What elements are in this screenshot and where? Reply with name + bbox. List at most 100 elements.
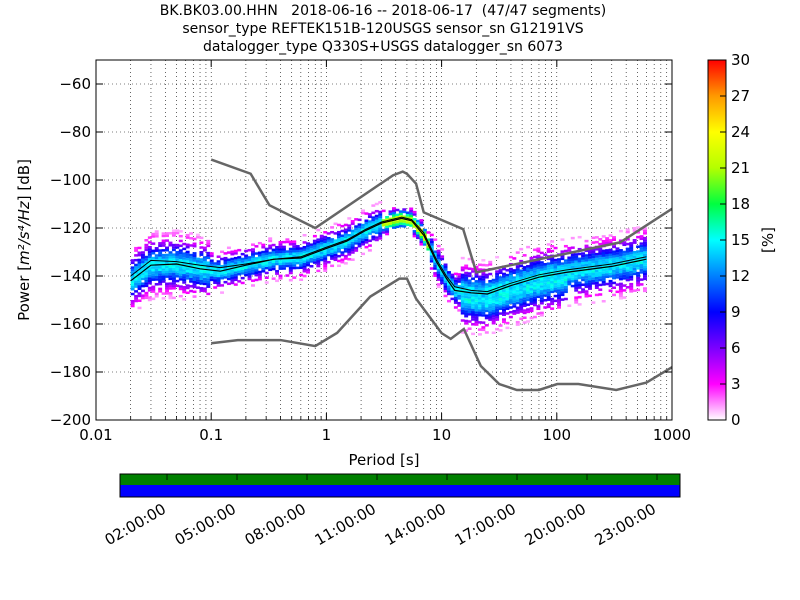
heatmap-cell bbox=[443, 282, 448, 286]
heatmap-cell bbox=[522, 304, 527, 307]
heatmap-cell bbox=[584, 259, 589, 262]
heatmap-cell bbox=[522, 285, 527, 288]
heatmap-cell bbox=[560, 262, 565, 265]
heatmap-cell bbox=[161, 292, 166, 295]
heatmap-cell bbox=[522, 309, 527, 312]
heatmap-cell bbox=[206, 263, 211, 267]
heatmap-cell bbox=[618, 277, 623, 281]
heatmap-cell bbox=[577, 259, 582, 263]
heatmap-cell bbox=[316, 243, 321, 246]
heatmap-cell bbox=[591, 258, 596, 261]
heatmap-cell bbox=[189, 275, 194, 278]
heatmap-cell bbox=[515, 311, 520, 314]
heatmap-cell bbox=[440, 248, 445, 251]
heatmap-cell bbox=[147, 257, 152, 261]
heatmap-cell bbox=[529, 266, 534, 269]
heatmap-cell bbox=[546, 298, 551, 301]
heatmap-cell bbox=[395, 225, 400, 229]
heatmap-cell bbox=[388, 222, 393, 225]
heatmap-cell bbox=[264, 257, 269, 260]
heatmap-cell bbox=[460, 256, 465, 260]
heatmap-cell bbox=[196, 276, 200, 280]
heatmap-cell bbox=[447, 283, 451, 286]
heatmap-cell bbox=[302, 274, 307, 278]
heatmap-cell bbox=[367, 215, 372, 219]
heatmap-cell bbox=[288, 250, 293, 253]
heatmap-cell bbox=[419, 221, 424, 224]
heatmap-cell bbox=[618, 258, 623, 262]
heatmap-cell bbox=[367, 229, 372, 233]
heatmap-cell bbox=[622, 269, 627, 273]
heatmap-cell bbox=[601, 256, 606, 260]
heatmap-cell bbox=[230, 257, 235, 261]
heatmap-cell bbox=[278, 267, 283, 270]
heatmap-cell bbox=[632, 241, 637, 244]
heatmap-cell bbox=[563, 259, 568, 262]
heatmap-cell bbox=[436, 256, 441, 260]
heatmap-cell bbox=[546, 284, 551, 287]
heatmap-cell bbox=[481, 314, 486, 317]
heatmap-cell bbox=[519, 271, 524, 275]
heatmap-cell bbox=[488, 315, 493, 319]
heatmap-cell bbox=[295, 247, 300, 250]
heatmap-cell bbox=[134, 268, 139, 272]
heatmap-cell bbox=[553, 280, 558, 283]
heatmap-cell bbox=[598, 269, 603, 272]
heatmap-cell bbox=[158, 258, 163, 262]
heatmap-cell bbox=[495, 311, 500, 314]
heatmap-cell bbox=[505, 321, 510, 325]
heatmap-cell bbox=[316, 255, 321, 258]
heatmap-cell bbox=[285, 274, 290, 277]
heatmap-cell bbox=[216, 272, 221, 275]
heatmap-cell bbox=[477, 277, 482, 281]
heatmap-cell bbox=[570, 275, 575, 278]
heatmap-cell bbox=[440, 274, 445, 278]
heatmap-cell bbox=[477, 268, 482, 271]
heatmap-cell bbox=[171, 243, 176, 247]
heatmap-cell bbox=[477, 297, 482, 300]
heatmap-cell bbox=[512, 302, 517, 306]
heatmap-cell bbox=[347, 250, 352, 254]
heatmap-cell bbox=[536, 271, 541, 275]
heatmap-cell bbox=[529, 283, 534, 286]
heatmap-cell bbox=[643, 253, 647, 257]
heatmap-cell bbox=[491, 312, 496, 315]
heatmap-cell bbox=[185, 267, 190, 271]
heatmap-cell bbox=[354, 249, 359, 252]
heatmap-cell bbox=[165, 272, 170, 276]
heatmap-cell bbox=[354, 242, 359, 245]
heatmap-cell bbox=[233, 283, 238, 286]
heatmap-cell bbox=[398, 212, 403, 216]
heatmap-cell bbox=[137, 246, 142, 250]
heatmap-cell bbox=[498, 297, 503, 301]
heatmap-cell bbox=[347, 253, 352, 256]
heatmap-cell bbox=[557, 301, 561, 304]
heatmap-cell bbox=[460, 266, 465, 269]
heatmap-cell bbox=[529, 309, 534, 313]
heatmap-cell bbox=[577, 274, 582, 277]
heatmap-cell bbox=[508, 287, 513, 290]
heatmap-cell bbox=[412, 210, 417, 214]
heatmap-cell bbox=[220, 264, 225, 268]
heatmap-cell bbox=[178, 287, 183, 291]
heatmap-cell bbox=[505, 269, 510, 272]
heatmap-cell bbox=[477, 301, 482, 305]
heatmap-cell bbox=[502, 299, 506, 302]
heatmap-cell bbox=[364, 212, 369, 215]
heatmap-cell bbox=[158, 249, 163, 252]
heatmap-cell bbox=[460, 288, 465, 291]
heatmap-cell bbox=[422, 238, 427, 241]
heatmap-cell bbox=[464, 310, 469, 313]
heatmap-cell bbox=[539, 287, 544, 291]
heatmap-cell bbox=[416, 236, 421, 240]
heatmap-cell bbox=[185, 262, 190, 266]
heatmap-cell bbox=[134, 297, 139, 300]
heatmap-cell bbox=[199, 282, 204, 285]
heatmap-cell bbox=[185, 233, 190, 237]
heatmap-cell bbox=[326, 241, 331, 245]
heatmap-cell bbox=[526, 281, 531, 285]
heatmap-cell bbox=[474, 313, 479, 317]
heatmap-cell bbox=[312, 258, 317, 262]
heatmap-cell bbox=[130, 304, 135, 308]
